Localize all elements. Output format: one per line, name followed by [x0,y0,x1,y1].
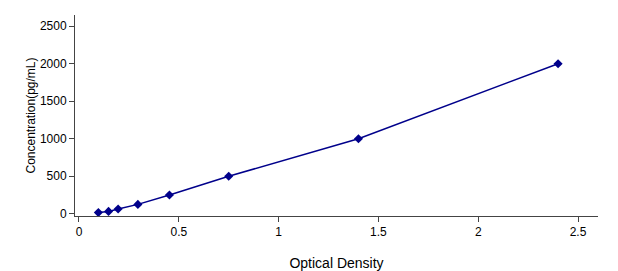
svg-text:2: 2 [475,225,482,239]
svg-text:0: 0 [76,225,83,239]
svg-text:2000: 2000 [40,57,67,71]
svg-text:500: 500 [47,169,67,183]
svg-text:2.5: 2.5 [570,225,587,239]
svg-text:1: 1 [275,225,282,239]
svg-text:Optical Density: Optical Density [289,255,383,271]
svg-text:0: 0 [60,207,67,221]
svg-text:Concentration(pg/mL): Concentration(pg/mL) [24,57,38,173]
svg-text:1000: 1000 [40,132,67,146]
svg-text:0.5: 0.5 [170,225,187,239]
svg-text:2500: 2500 [40,19,67,33]
svg-text:1500: 1500 [40,94,67,108]
svg-text:1.5: 1.5 [370,225,387,239]
